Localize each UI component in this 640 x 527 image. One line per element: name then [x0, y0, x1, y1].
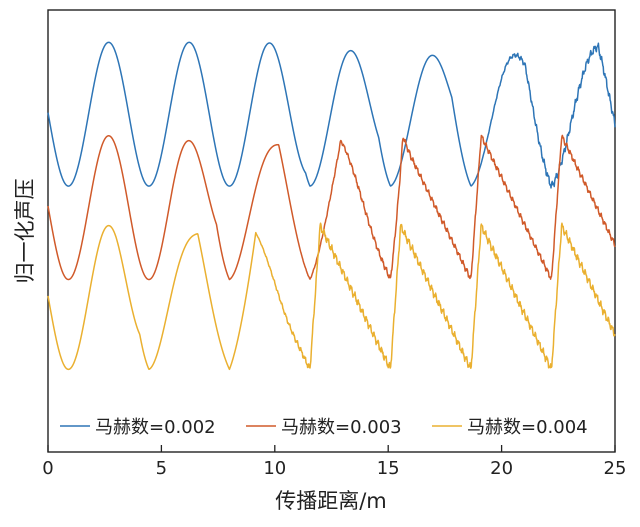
x-tick-label: 20: [490, 458, 513, 479]
legend: 马赫数=0.002 马赫数=0.003 马赫数=0.004: [60, 417, 588, 438]
series-line-3: [47, 222, 616, 371]
x-tick-label: 10: [263, 458, 286, 479]
x-axis-ticks: 0 5 10 15 20 25: [42, 445, 626, 479]
legend-label-mach-0-004: 马赫数=0.004: [467, 417, 588, 438]
x-axis-title: 传播距离/m: [275, 489, 387, 513]
y-axis-title: 归一化声压: [13, 179, 37, 284]
series-line-2: [47, 134, 616, 281]
series-layer: [47, 41, 616, 371]
series-line-1: [47, 41, 616, 189]
legend-label-mach-0-002: 马赫数=0.002: [95, 417, 216, 438]
x-tick-label: 0: [42, 458, 53, 479]
x-tick-label: 15: [377, 458, 400, 479]
x-tick-label: 25: [604, 458, 627, 479]
x-tick-label: 5: [156, 458, 167, 479]
legend-label-mach-0-003: 马赫数=0.003: [281, 417, 402, 438]
plot-frame: [47, 9, 616, 453]
